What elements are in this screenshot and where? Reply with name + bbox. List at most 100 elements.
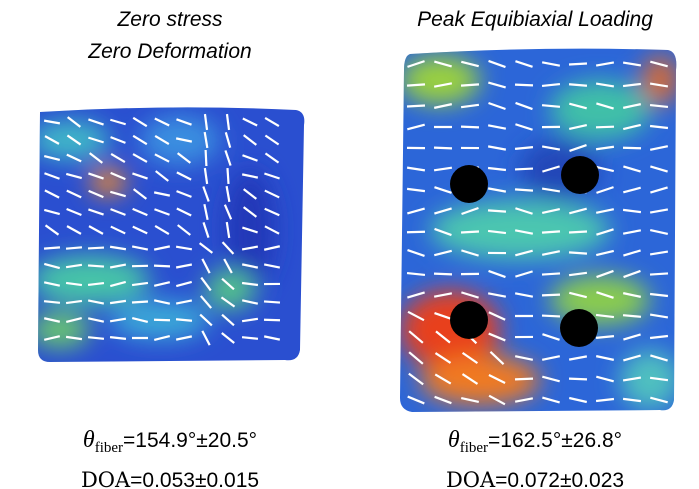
fiber-dash [242, 154, 258, 162]
fiber-dash [408, 351, 424, 365]
fiber-dash [88, 118, 104, 126]
fiber-dash [201, 330, 211, 346]
fiber-dash [153, 191, 171, 197]
marker [560, 309, 598, 347]
left-title: Zero stress Zero Deformation [0, 4, 340, 68]
fiber-dash [623, 333, 641, 341]
fiber-dash [226, 167, 230, 185]
fiber-dash [649, 250, 669, 256]
fiber-dash [263, 300, 281, 304]
fiber-dash [542, 375, 560, 383]
fiber-dash [203, 113, 209, 131]
theta-subscript: fiber [459, 440, 489, 457]
fiber-dash [131, 245, 149, 251]
fiber-dash [541, 314, 561, 318]
fiber-dash [622, 146, 642, 150]
fiber-dash [622, 229, 642, 235]
fiber-dash [44, 172, 60, 180]
fiber-dash [514, 167, 534, 171]
fiber-dash [515, 270, 533, 278]
fiber-dash [514, 355, 534, 361]
fiber-dash [623, 249, 641, 257]
fiber-dash [434, 395, 452, 405]
fiber-dash [204, 149, 208, 167]
fiber-dash [154, 117, 170, 127]
fiber-dash [541, 208, 561, 214]
fiber-dash [488, 374, 506, 384]
doa-value: =0.053±0.015 [130, 469, 260, 489]
title-line: Zero Deformation [88, 40, 252, 63]
fiber-dash [596, 228, 614, 236]
fiber-dash [649, 272, 669, 276]
fiber-dash [649, 229, 669, 235]
fiber-dash [595, 249, 615, 257]
fiber-dash [650, 396, 668, 404]
fiber-dash [203, 131, 209, 149]
fiber-dash [568, 271, 588, 277]
fiber-dash [541, 104, 561, 108]
fiber-dash [568, 377, 588, 381]
fiber-dash [88, 172, 104, 180]
fiber-dash [155, 170, 169, 182]
theta-subscript: fiber [94, 440, 124, 457]
fiber-dash [488, 269, 506, 279]
fiber-dash [110, 118, 126, 126]
fiber-dash [43, 246, 61, 250]
fiber-dash [515, 207, 533, 215]
fiber-dash [649, 82, 669, 88]
fiber-dash [175, 280, 193, 288]
fiber-dash [623, 186, 641, 194]
fiber-dash [223, 258, 233, 274]
fiber-dash [460, 230, 480, 234]
fiber-dash [461, 291, 479, 299]
fiber-dash [514, 292, 534, 298]
fiber-dash [225, 221, 231, 239]
fiber-dash [433, 166, 453, 172]
fiber-dash [568, 123, 588, 131]
fiber-dash [66, 116, 82, 128]
fiber-dash [596, 291, 614, 299]
fiber-dash [596, 375, 614, 383]
fiber-dash [489, 351, 505, 365]
fiber-dash [66, 134, 82, 146]
fiber-dash [514, 188, 534, 192]
fiber-dash [650, 354, 668, 362]
fiber-dash [110, 208, 126, 216]
fiber-dash [154, 208, 170, 216]
fiber-dash [131, 281, 149, 287]
fiber-dash [225, 185, 231, 203]
fiber-dash [264, 225, 280, 235]
fiber-dash [154, 153, 170, 163]
fiber-dash [241, 336, 259, 340]
fiber-dash [408, 372, 424, 386]
fiber-dash [622, 123, 642, 131]
fiber-dash [87, 246, 105, 250]
fiber-dash [406, 271, 426, 277]
right-heatmap [400, 48, 677, 413]
fiber-dash [596, 186, 614, 194]
fiber-dash [649, 334, 669, 340]
marker [450, 301, 488, 339]
fiber-dash [44, 224, 60, 236]
fiber-dash [434, 186, 452, 194]
fiber-dash [515, 123, 533, 131]
fiber-dash [460, 83, 480, 87]
fiber-dash [263, 318, 281, 322]
fiber-dash [109, 245, 127, 251]
fiber-dash [264, 152, 280, 164]
fiber-dash [43, 335, 61, 341]
fiber-dash [242, 117, 258, 127]
fiber-dash [622, 292, 642, 298]
fiber-dash [595, 335, 615, 339]
fiber-dash [461, 60, 479, 68]
fiber-dash [241, 299, 259, 305]
marker [561, 156, 599, 194]
fiber-dash [461, 249, 479, 257]
fiber-dash [649, 376, 669, 382]
fiber-dash [87, 317, 105, 323]
fiber-dash [87, 264, 105, 268]
fiber-dash [177, 224, 191, 236]
fiber-dash [224, 132, 232, 148]
